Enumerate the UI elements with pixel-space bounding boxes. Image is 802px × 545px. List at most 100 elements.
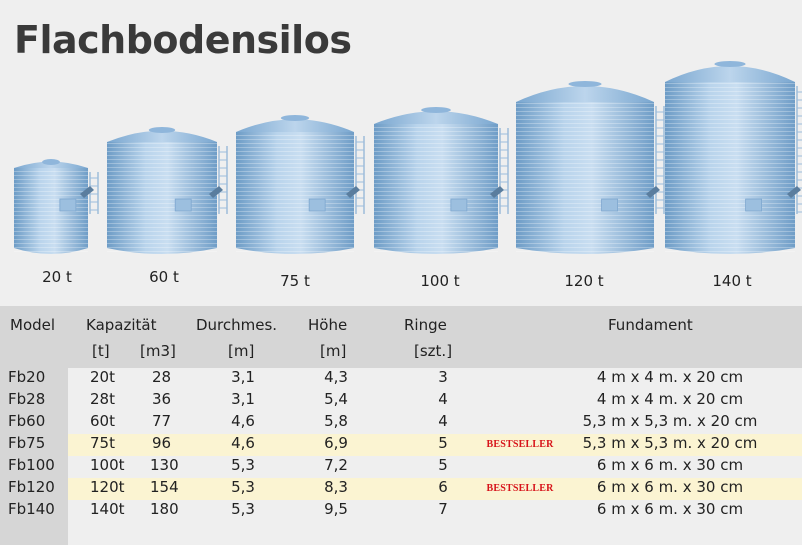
cell-capacity-m3: 154 xyxy=(150,478,179,496)
silo-rings xyxy=(236,132,354,252)
table-header-band xyxy=(0,306,802,368)
cell-model: Fb28 xyxy=(8,390,46,408)
silo-rings xyxy=(374,124,498,252)
silo-6 xyxy=(665,61,802,254)
silo-spout xyxy=(787,186,801,198)
silo-spout xyxy=(80,186,94,198)
unit-t: [t] xyxy=(92,342,110,360)
silo-roof xyxy=(374,111,498,124)
silo-rings xyxy=(14,168,88,252)
cell-rings: 5 xyxy=(438,434,448,452)
unit-durchmesser: [m] xyxy=(228,342,255,360)
silo-hatch xyxy=(308,198,326,212)
header-ringe: Ringe xyxy=(404,316,447,334)
silo-roof-cap xyxy=(280,115,310,121)
silo-rings xyxy=(107,142,217,252)
silo-roof-cap xyxy=(568,81,602,87)
cell-rings: 3 xyxy=(438,368,448,386)
cell-model: Fb140 xyxy=(8,500,55,518)
silo-spout xyxy=(346,186,360,198)
silo-label-6: 140 t xyxy=(712,272,752,290)
silo-roof-cap xyxy=(148,127,176,133)
silo-roof xyxy=(236,119,354,132)
cell-capacity-t: 140t xyxy=(90,500,125,518)
cell-height: 8,3 xyxy=(324,478,348,496)
unit-m3: [m3] xyxy=(140,342,176,360)
cell-rings: 4 xyxy=(438,390,448,408)
cell-capacity-t: 28t xyxy=(90,390,115,408)
silo-1 xyxy=(14,159,99,254)
cell-capacity-t: 100t xyxy=(90,456,125,474)
silo-spout xyxy=(209,186,223,198)
header-durchmesser: Durchmes. xyxy=(196,316,278,334)
cell-diameter: 5,3 xyxy=(231,478,255,496)
cell-rings: 5 xyxy=(438,456,448,474)
cell-height: 5,8 xyxy=(324,412,348,430)
cell-height: 7,2 xyxy=(324,456,348,474)
header-kapazitaet: Kapazität xyxy=(86,316,157,334)
cell-capacity-m3: 28 xyxy=(152,368,172,386)
cell-foundation: 5,3 m x 5,3 m. x 20 cm xyxy=(582,412,758,430)
silo-spout xyxy=(490,186,504,198)
silo-5 xyxy=(516,81,665,254)
cell-foundation: 6 m x 6 m. x 30 cm xyxy=(596,500,744,518)
cell-height: 9,5 xyxy=(324,500,348,518)
cell-model: Fb100 xyxy=(8,456,55,474)
silo-roof-cap xyxy=(714,61,746,67)
cell-rings: 6 xyxy=(438,478,448,496)
silo-label-3: 75 t xyxy=(280,272,310,290)
cell-rings: 4 xyxy=(438,412,448,430)
silo-hatch xyxy=(59,198,77,212)
cell-foundation: 6 m x 6 m. x 30 cm xyxy=(596,478,744,496)
cell-capacity-m3: 36 xyxy=(152,390,172,408)
silo-spout xyxy=(646,186,660,198)
cell-capacity-m3: 130 xyxy=(150,456,179,474)
model-column-band xyxy=(0,368,68,545)
cell-foundation: 6 m x 6 m. x 30 cm xyxy=(596,456,744,474)
cell-model: Fb60 xyxy=(8,412,46,430)
cell-foundation: 5,3 m x 5,3 m. x 20 cm xyxy=(582,434,758,452)
header-fundament: Fundament xyxy=(608,316,693,334)
silo-hatch xyxy=(450,198,468,212)
cell-model: Fb120 xyxy=(8,478,55,496)
cell-diameter: 4,6 xyxy=(231,412,255,430)
silo-roof xyxy=(107,130,217,142)
cell-capacity-t: 75t xyxy=(90,434,115,452)
cell-capacity-m3: 77 xyxy=(152,412,172,430)
cell-diameter: 5,3 xyxy=(231,456,255,474)
cell-capacity-m3: 180 xyxy=(150,500,179,518)
highlight-row-fb120 xyxy=(68,478,802,500)
cell-foundation: 4 m x 4 m. x 20 cm xyxy=(596,368,744,386)
header-hoehe: Höhe xyxy=(308,316,348,334)
page-title: Flachbodensilos xyxy=(14,18,352,62)
silo-2 xyxy=(107,127,228,254)
silo-hatch xyxy=(601,198,618,212)
silo-3 xyxy=(236,115,365,254)
silo-hatch xyxy=(745,198,762,212)
bestseller-badge: BESTSELLER xyxy=(486,483,554,494)
header-model: Model xyxy=(10,316,56,334)
silo-hatch xyxy=(174,198,192,212)
cell-height: 4,3 xyxy=(324,368,348,386)
cell-diameter: 3,1 xyxy=(231,390,255,408)
silo-roof-cap xyxy=(42,159,60,165)
cell-diameter: 3,1 xyxy=(231,368,255,386)
silo-label-1: 20 t xyxy=(42,268,72,286)
highlight-row-fb75 xyxy=(68,434,802,456)
cell-capacity-t: 120t xyxy=(90,478,125,496)
silo-4 xyxy=(374,107,509,254)
cell-foundation: 4 m x 4 m. x 20 cm xyxy=(596,390,744,408)
silo-label-5: 120 t xyxy=(564,272,604,290)
cell-capacity-t: 20t xyxy=(90,368,115,386)
silo-roof-cap xyxy=(421,107,451,113)
silo-label-2: 60 t xyxy=(149,268,179,286)
cell-height: 6,9 xyxy=(324,434,348,452)
cell-diameter: 5,3 xyxy=(231,500,255,518)
cell-diameter: 4,6 xyxy=(231,434,255,452)
cell-capacity-m3: 96 xyxy=(152,434,172,452)
silo-rings xyxy=(665,82,795,252)
cell-height: 5,4 xyxy=(324,390,348,408)
cell-capacity-t: 60t xyxy=(90,412,115,430)
silo-roof xyxy=(665,66,795,82)
bestseller-badge: BESTSELLER xyxy=(486,439,554,450)
